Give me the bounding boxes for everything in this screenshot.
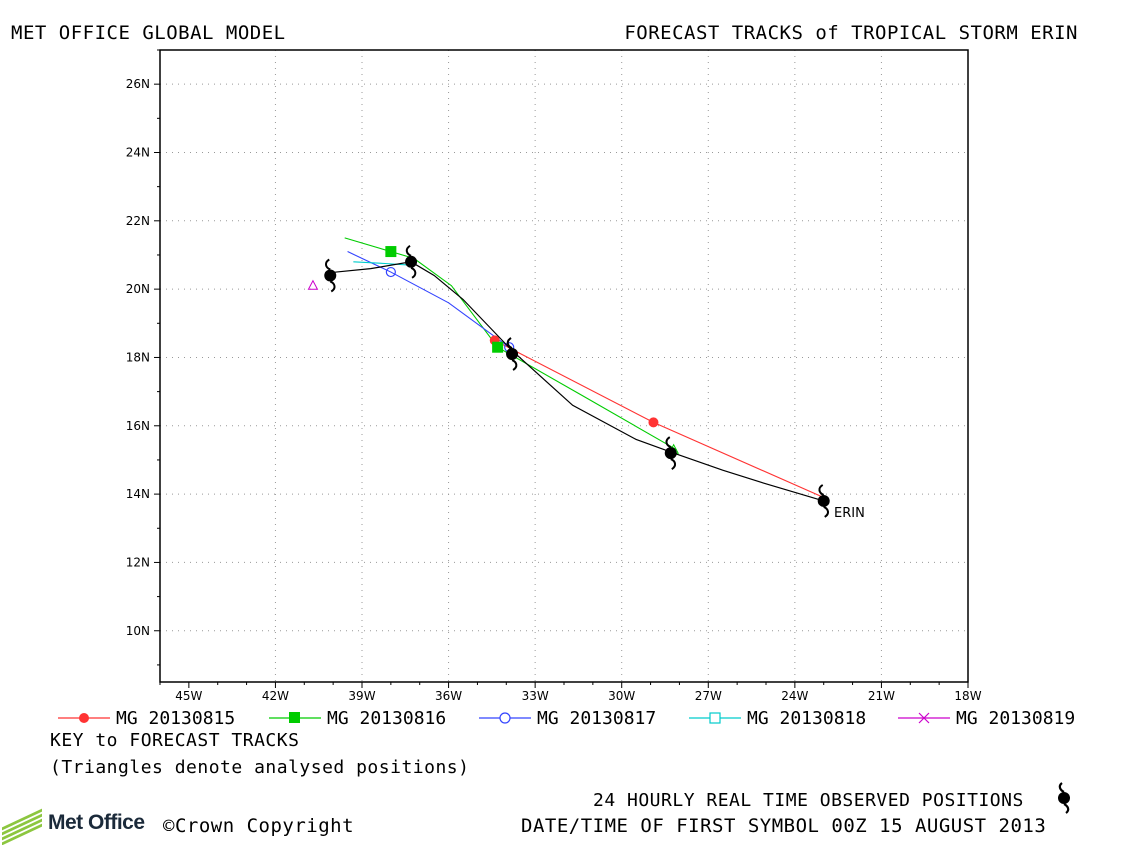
storm-symbol-arm (410, 266, 417, 279)
storm-symbol-core (324, 269, 337, 282)
key-note: (Triangles denote analysed positions) (50, 757, 470, 778)
chart-title: FORECAST TRACKS of TROPICAL STORM ERIN (624, 22, 1078, 44)
legend-label: MG 20130819 (956, 708, 1076, 729)
storm-symbol-arm (670, 458, 677, 470)
observed-positions-label: 24 HOURLY REAL TIME OBSERVED POSITIONS (593, 790, 1024, 811)
met-office-logo-icon (0, 808, 46, 845)
x-tick-label: 33W (522, 689, 549, 700)
storm-symbol-arm (823, 506, 829, 518)
storm-symbol-arm (665, 436, 672, 449)
grid-lines (160, 50, 968, 682)
storm-symbol-arm (329, 280, 336, 293)
met-office-logo-text: Met Office (48, 811, 145, 834)
legend-line-red-circle (58, 713, 110, 723)
x-tick-label: 21W (868, 689, 895, 700)
forecast-marker (648, 417, 659, 428)
legend-item-20130818: MG 20130818 (685, 708, 885, 729)
observed-track (324, 244, 830, 518)
y-tick-label: 10N (126, 624, 150, 638)
legend-item-20130817: MG 20130817 (475, 708, 675, 729)
forecast-marker (385, 266, 396, 278)
x-tick-label: 18W (954, 689, 981, 700)
storm-name-label: ERIN (834, 506, 865, 521)
legend-line-blue-open-circle (479, 712, 531, 724)
axis-ticks: 45W 42W 39W 36W 33W 30W 27W 24W 21W 18W 10N 12N 14N 1… (126, 49, 982, 700)
hurricane-symbol-icon (405, 244, 418, 279)
y-tick-label: 26N (126, 77, 150, 91)
legend-item-20130816: MG 20130816 (265, 708, 465, 729)
y-tick-label: 22N (126, 214, 150, 228)
x-tick-label: 39W (348, 689, 375, 700)
hurricane-symbol-icon (817, 484, 830, 518)
analysed-position-triangle (307, 279, 319, 290)
y-tick-label: 14N (126, 487, 150, 501)
legend-label: MG 20130816 (327, 708, 447, 729)
y-tick-label: 24N (126, 145, 150, 159)
hurricane-symbol-icon (324, 258, 337, 293)
legend-label: MG 20130818 (747, 708, 867, 729)
storm-symbol-core (817, 494, 830, 507)
met-office-logo: Met Office (0, 808, 160, 845)
y-tick-label: 20N (126, 282, 150, 296)
storm-symbol-arm (325, 258, 331, 271)
plot-frame (159, 49, 969, 683)
legend-item-20130819: MG 20130819 (894, 708, 1094, 729)
legend-line-magenta-x (898, 712, 950, 724)
storm-symbol-arm (511, 359, 518, 371)
legend-label: MG 20130817 (537, 708, 657, 729)
hurricane-symbol-icon (664, 436, 677, 470)
x-tick-label: 24W (781, 689, 808, 700)
legend-line-cyan-open-square (689, 712, 741, 724)
storm-symbol-core (506, 348, 519, 361)
storm-symbol-core (664, 447, 677, 460)
x-tick-label: 42W (262, 689, 289, 700)
y-tick-label: 12N (126, 555, 150, 569)
y-tick-label: 16N (126, 419, 150, 433)
datetime-label: DATE/TIME OF FIRST SYMBOL 00Z 15 AUGUST … (521, 815, 1047, 837)
forecast-series (307, 237, 824, 499)
storm-symbol-arm (818, 484, 825, 496)
y-tick-label: 18N (126, 350, 150, 364)
forecast-track-chart: 45W 42W 39W 36W 33W 30W 27W 24W 21W 18W 10N 12N 14N 1… (126, 49, 982, 700)
legend-label: MG 20130815 (116, 708, 236, 729)
forecast-line (353, 261, 412, 266)
storm-symbol-arm (405, 244, 412, 257)
hurricane-symbol-icon (1058, 782, 1070, 814)
copyright-label: ©Crown Copyright (163, 815, 355, 837)
storm-symbol-arm (506, 337, 513, 349)
forecast-line (494, 339, 824, 499)
storm-symbol-core (405, 255, 418, 268)
legend-item-20130815: MG 20130815 (54, 708, 254, 729)
forecast-marker (385, 246, 397, 258)
header-left-title: MET OFFICE GLOBAL MODEL (11, 22, 286, 44)
x-tick-label: 36W (435, 689, 462, 700)
forecast-line (347, 251, 510, 348)
hurricane-symbol-icon (506, 337, 519, 371)
x-tick-label: 27W (695, 689, 722, 700)
x-tick-label: 45W (175, 689, 202, 700)
key-title: KEY to FORECAST TRACKS (50, 730, 300, 751)
forecast-marker (492, 341, 504, 353)
legend-line-green-square (269, 712, 321, 723)
x-tick-label: 30W (608, 689, 635, 700)
